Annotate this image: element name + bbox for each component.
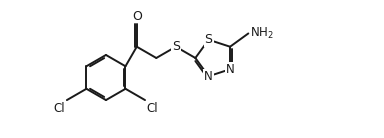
- Text: S: S: [205, 33, 213, 46]
- Text: Cl: Cl: [147, 102, 158, 115]
- Text: Cl: Cl: [54, 102, 65, 115]
- Text: O: O: [132, 10, 142, 23]
- Text: N: N: [204, 70, 213, 83]
- Text: NH$_2$: NH$_2$: [250, 26, 274, 41]
- Text: S: S: [172, 40, 180, 53]
- Text: N: N: [226, 63, 235, 76]
